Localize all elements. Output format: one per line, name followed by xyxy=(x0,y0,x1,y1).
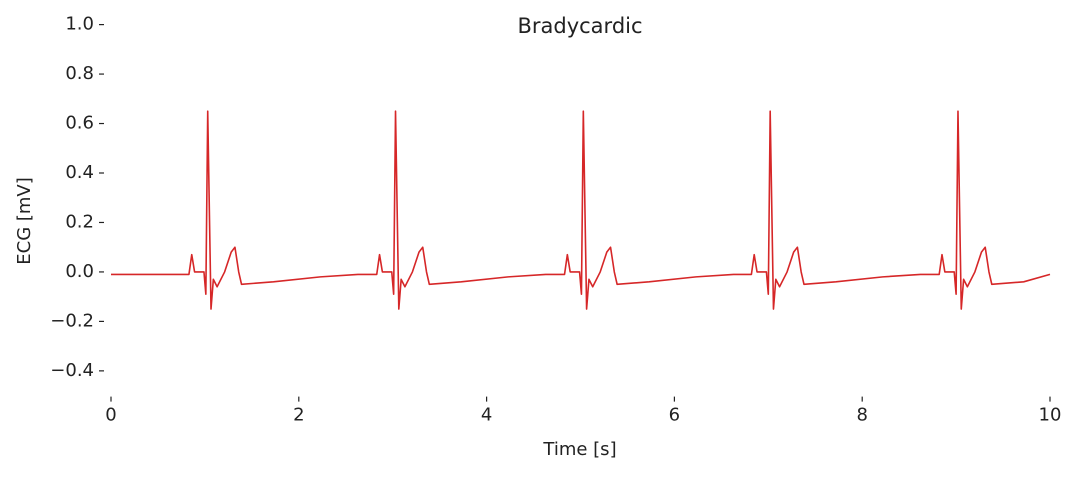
chart-title: Bradycardic xyxy=(517,14,642,38)
x-tick-label: 6 xyxy=(669,405,680,426)
y-tick-label: 0.4 xyxy=(65,162,94,183)
y-tick-label: −0.2 xyxy=(50,310,94,331)
ecg-line xyxy=(111,110,1051,310)
y-axis-label: ECG [mV] xyxy=(14,177,35,265)
x-tick-label: 10 xyxy=(1039,405,1062,426)
x-tick-label: 8 xyxy=(856,405,867,426)
y-tick-label: −0.4 xyxy=(50,360,94,381)
y-tick-label: 1.0 xyxy=(65,14,94,35)
x-axis-label: Time [s] xyxy=(542,439,616,460)
x-tick-label: 0 xyxy=(105,405,116,426)
y-tick-label: 0.0 xyxy=(65,261,94,282)
y-tick-label: 0.2 xyxy=(65,211,94,232)
y-tick-label: 0.8 xyxy=(65,63,94,84)
y-tick-label: 0.6 xyxy=(65,113,94,134)
x-tick-label: 4 xyxy=(481,405,492,426)
x-tick-label: 2 xyxy=(293,405,304,426)
